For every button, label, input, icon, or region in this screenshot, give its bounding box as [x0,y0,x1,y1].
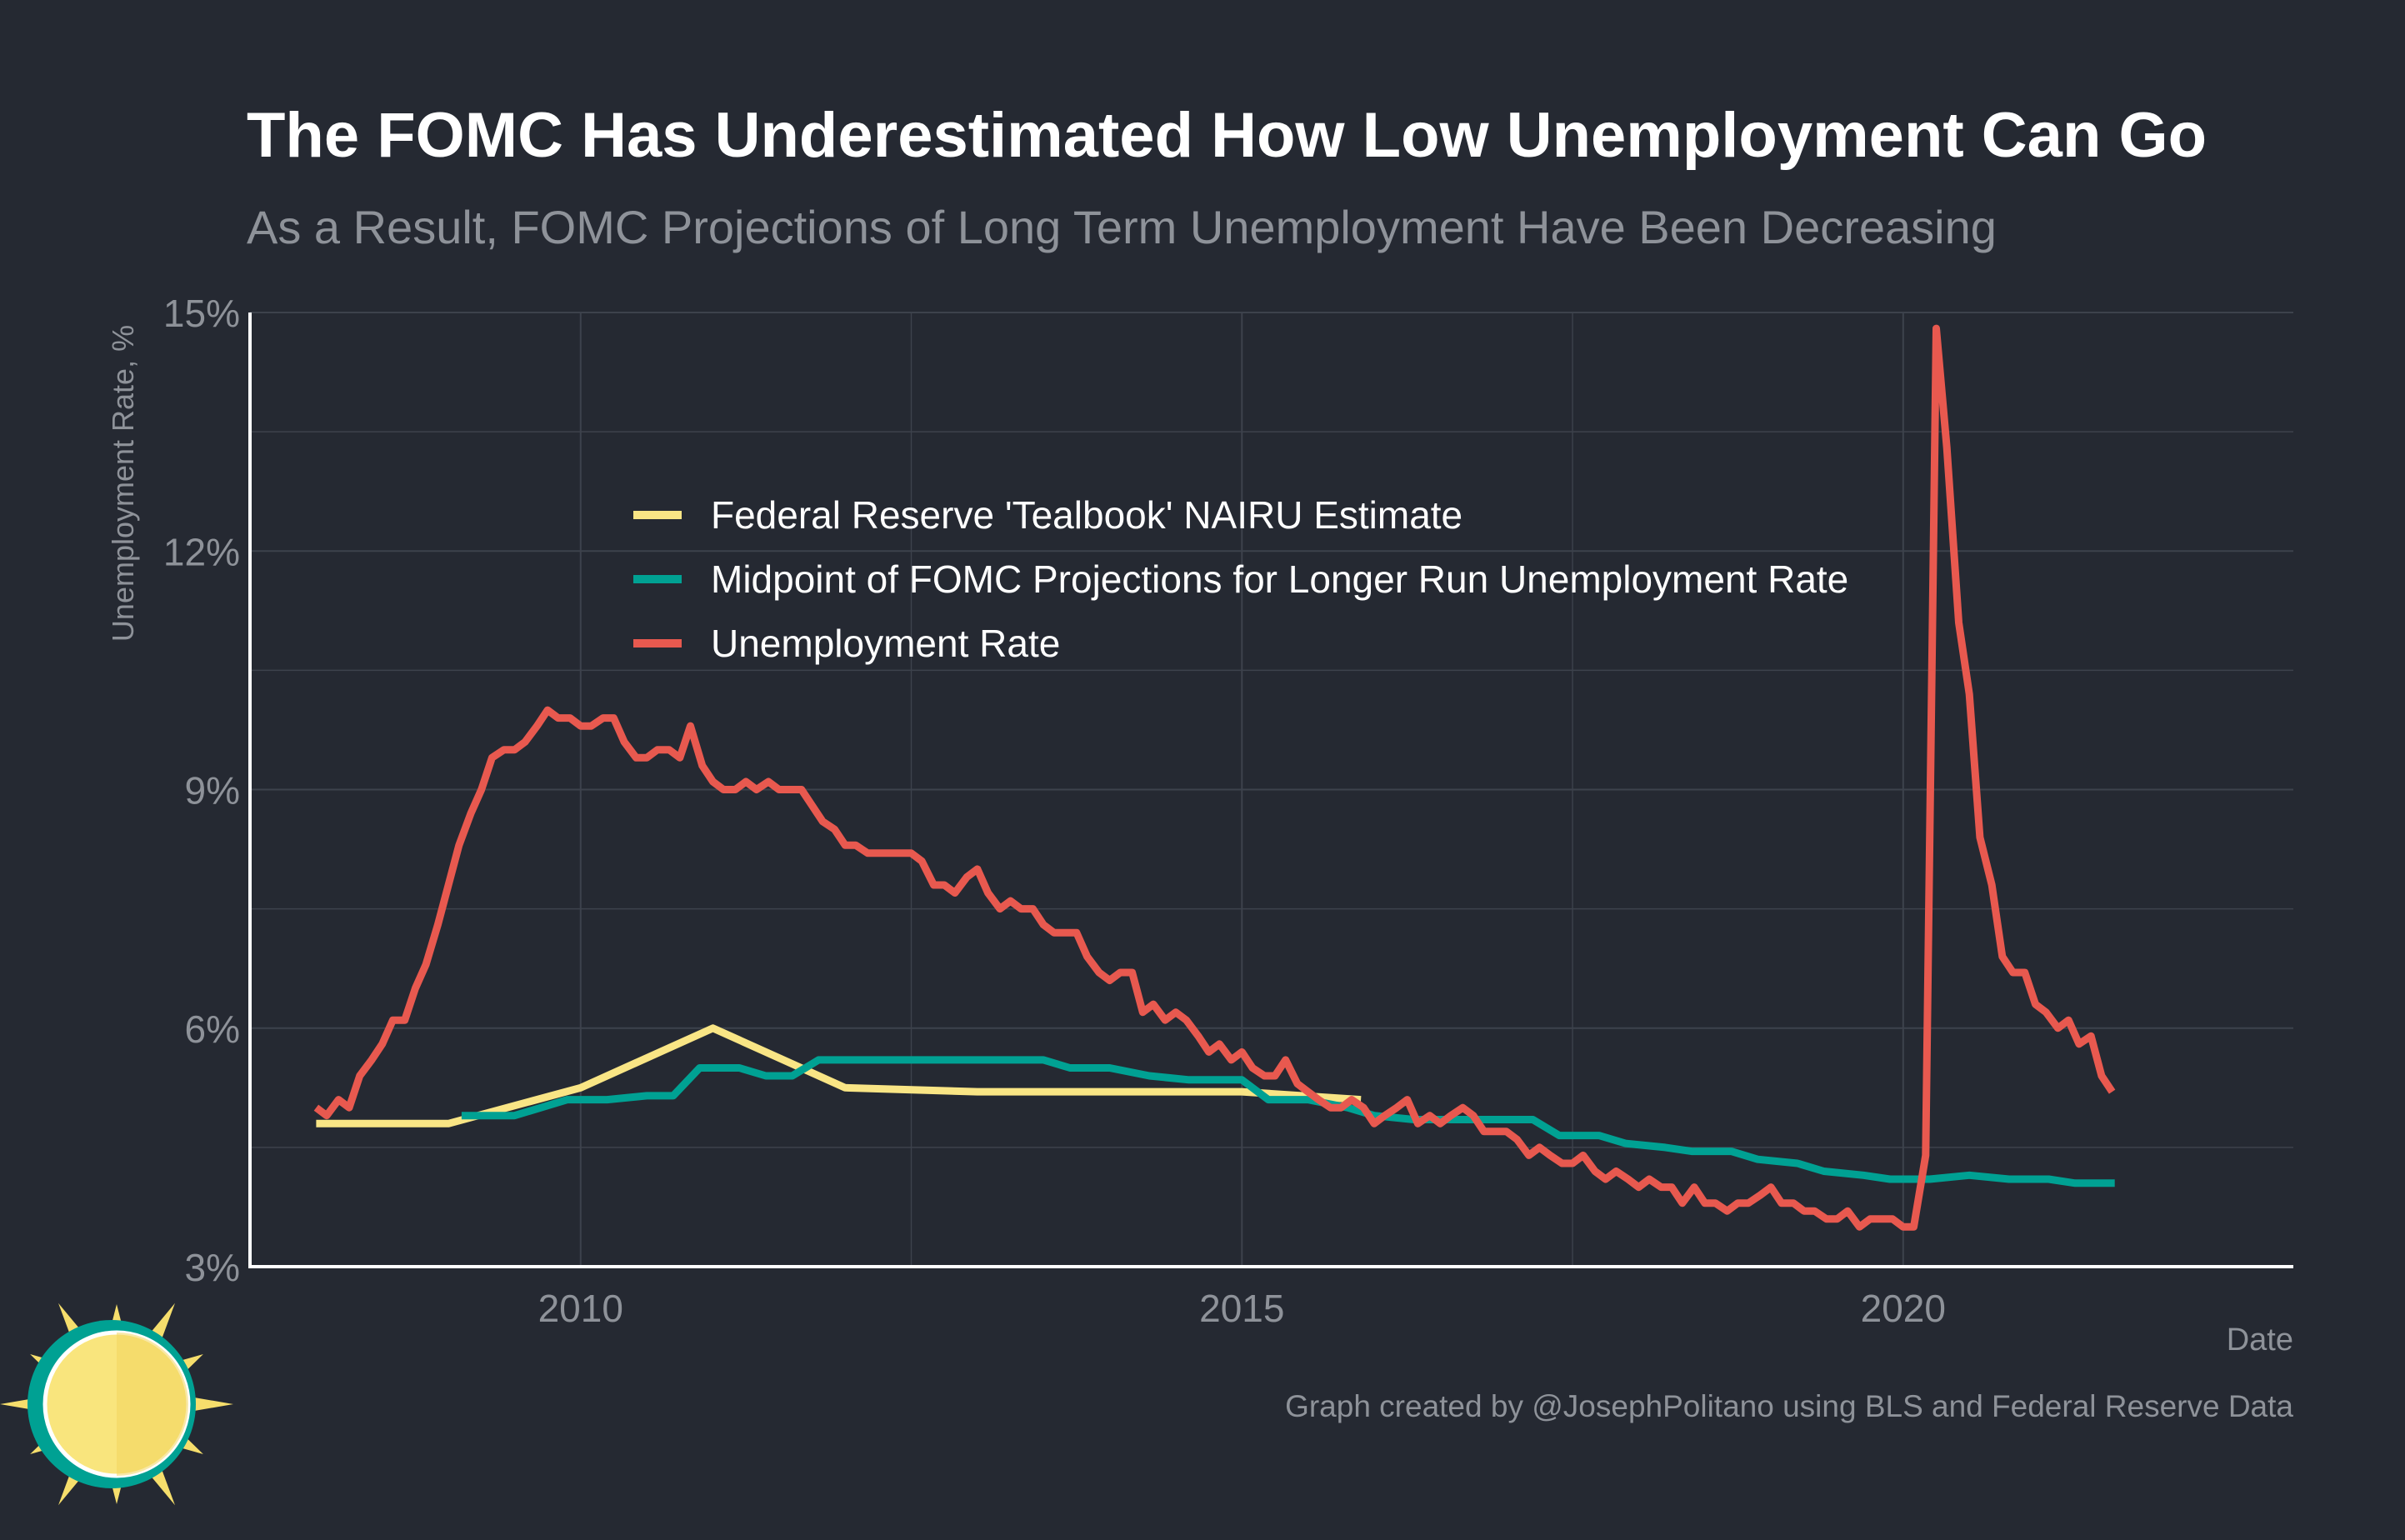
series-layer [313,324,2116,1231]
tick-labels: 3% 6% 9% 12% 15% 2010 2015 2020 [163,292,1946,1330]
x-tick-label: 2020 [1861,1287,1946,1330]
chart-title: The FOMC Has Underestimated How Low Unem… [247,100,2207,171]
axes-layer [248,312,2293,1268]
sun-logo-shade [117,1332,188,1476]
y-tick-label: 15% [163,292,240,335]
grid-layer [249,312,2293,1268]
legend-label: Federal Reserve 'Tealbook' NAIRU Estimat… [711,493,1462,537]
credit-text: Graph created by @JosephPolitano using B… [1285,1389,2293,1423]
series-line-federal-reserve-tealbook-nairu-estimate [316,1024,1362,1128]
chart-subtitle: As a Result, FOMC Projections of Long Te… [247,201,1997,253]
y-tick-label: 9% [185,769,240,812]
sun-logo-icon [0,1302,233,1506]
y-axis-label: Unemployment Rate, % [106,325,140,642]
x-axis-label: Date [2227,1322,2293,1358]
x-tick-label: 2015 [1199,1287,1284,1330]
legend-label: Midpoint of FOMC Projections for Longer … [711,558,1848,601]
legend: Federal Reserve 'Tealbook' NAIRU Estimat… [633,493,1848,665]
y-tick-label: 6% [185,1008,240,1051]
x-tick-label: 2010 [538,1287,623,1330]
legend-label: Unemployment Rate [711,622,1060,665]
y-tick-label: 12% [163,530,240,573]
series-line-unemployment-rate [313,324,2116,1231]
y-tick-label: 3% [185,1246,240,1289]
